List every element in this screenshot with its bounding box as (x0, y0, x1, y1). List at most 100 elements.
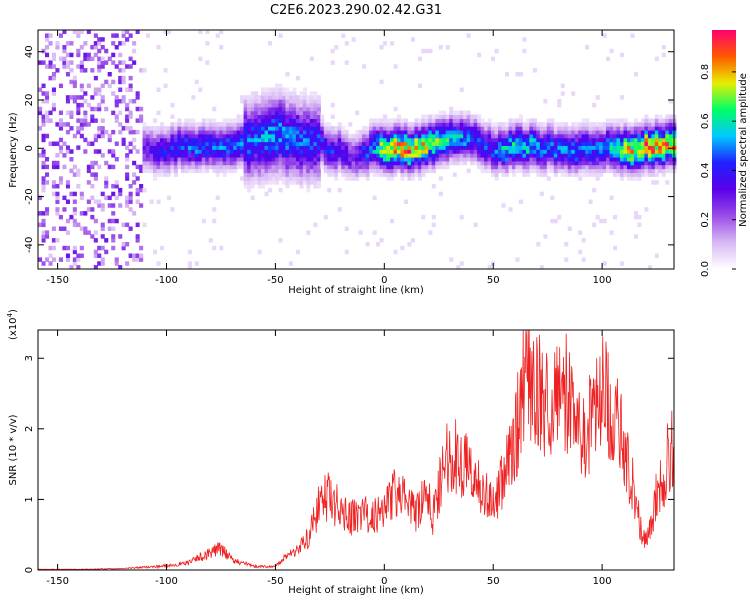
heatmap-cell (306, 160, 311, 166)
heatmap-cell (574, 141, 579, 146)
heatmap-cell (400, 122, 405, 127)
heatmap-cell (525, 164, 530, 170)
heatmap-cell (86, 199, 91, 204)
heatmap-cell (623, 137, 628, 143)
heatmap-cell (215, 149, 220, 154)
heatmap-cell (205, 149, 210, 154)
heatmap-cell (156, 87, 161, 92)
heatmap-cell (58, 180, 63, 185)
heatmap-cell (661, 137, 666, 143)
heatmap-cell (48, 75, 53, 81)
heatmap-cell (365, 126, 370, 131)
heatmap-cell (45, 95, 50, 100)
heatmap-cell (100, 203, 105, 208)
heatmap-cell (114, 45, 119, 50)
heatmap-cell (602, 133, 607, 139)
heatmap-cell (616, 126, 621, 131)
heatmap-cell (393, 137, 398, 143)
heatmap-cell (65, 199, 70, 204)
heatmap-cell (160, 145, 165, 150)
heatmap-cell (466, 145, 471, 150)
heatmap-cell (38, 110, 43, 116)
heatmap-cell (187, 122, 192, 127)
heatmap-cell (351, 145, 356, 150)
heatmap-cell (508, 137, 513, 143)
heatmap-cell (341, 33, 346, 38)
heatmap-cell (257, 118, 262, 123)
heatmap-cell (247, 99, 252, 104)
heatmap-cell (247, 145, 252, 150)
heatmap-cell (107, 56, 112, 62)
heatmap-cell (104, 160, 109, 166)
heatmap-cell (581, 126, 586, 131)
heatmap-cell (156, 145, 161, 150)
heatmap-cell (376, 126, 381, 131)
heatmap-cell (512, 145, 517, 150)
heatmap-cell (466, 137, 471, 143)
heatmap-cell (498, 129, 503, 135)
heatmap-cell (271, 168, 276, 174)
heatmap-cell (403, 129, 408, 135)
heatmap-cell (470, 114, 475, 119)
heatmap-cell (522, 129, 527, 135)
heatmap-cell (236, 129, 241, 135)
heatmap-cell (431, 184, 436, 189)
heatmap-cell (281, 95, 286, 100)
heatmap-cell (553, 218, 558, 224)
heatmap-cell (456, 126, 461, 131)
heatmap-cell (97, 41, 102, 46)
heatmap-cell (173, 126, 178, 131)
heatmap-cell (400, 149, 405, 154)
heatmap-cell (358, 129, 363, 135)
heatmap-cell (393, 157, 398, 162)
heatmap-cell (323, 133, 328, 139)
heatmap-cell (620, 133, 625, 139)
heatmap-cell (295, 133, 300, 139)
heatmap-cell (473, 145, 478, 150)
heatmap-cell (595, 160, 600, 166)
heatmap-cell (243, 106, 248, 112)
heatmap-cell (320, 157, 325, 162)
heatmap-cell (275, 176, 280, 181)
heatmap-cell (372, 133, 377, 139)
heatmap-cell (609, 133, 614, 139)
snr-x-tick-label: 50 (487, 576, 500, 587)
heatmap-cell (668, 168, 673, 174)
heatmap-cell (414, 118, 419, 123)
heatmap-cell (316, 137, 321, 143)
heatmap-cell (498, 149, 503, 154)
heatmap-cell (428, 160, 433, 166)
heatmap-cell (306, 126, 311, 131)
heatmap-cell (247, 184, 252, 189)
heatmap-cell (602, 126, 607, 131)
heatmap-cell (142, 164, 147, 170)
heatmap-cell (592, 122, 597, 127)
heatmap-cell (421, 145, 426, 150)
heatmap-cell (264, 133, 269, 139)
heatmap-cell (595, 137, 600, 143)
heatmap-cell (647, 172, 652, 177)
heatmap-cell (208, 129, 213, 135)
heatmap-cell (215, 137, 220, 143)
heatmap-cell (424, 114, 429, 119)
heatmap-cell (522, 164, 527, 170)
heatmap-cell (243, 176, 248, 181)
heatmap-cell (529, 168, 534, 174)
heatmap-cell (247, 133, 252, 139)
heatmap-cell (348, 137, 353, 143)
heatmap-cell (536, 137, 541, 143)
heatmap-cell (644, 126, 649, 131)
heatmap-cell (407, 145, 412, 150)
heatmap-cell (445, 145, 450, 150)
heatmap-cell (456, 133, 461, 139)
heatmap-cell (442, 110, 447, 116)
heatmap-cell (525, 172, 530, 177)
heatmap-cell (268, 157, 273, 162)
heatmap-cell (187, 137, 192, 143)
heatmap-cell (222, 168, 227, 174)
heatmap-cell (295, 180, 300, 185)
heatmap-cell (557, 133, 562, 139)
heatmap-cell (498, 164, 503, 170)
heatmap-cell (428, 157, 433, 162)
heatmap-cell (146, 160, 151, 166)
